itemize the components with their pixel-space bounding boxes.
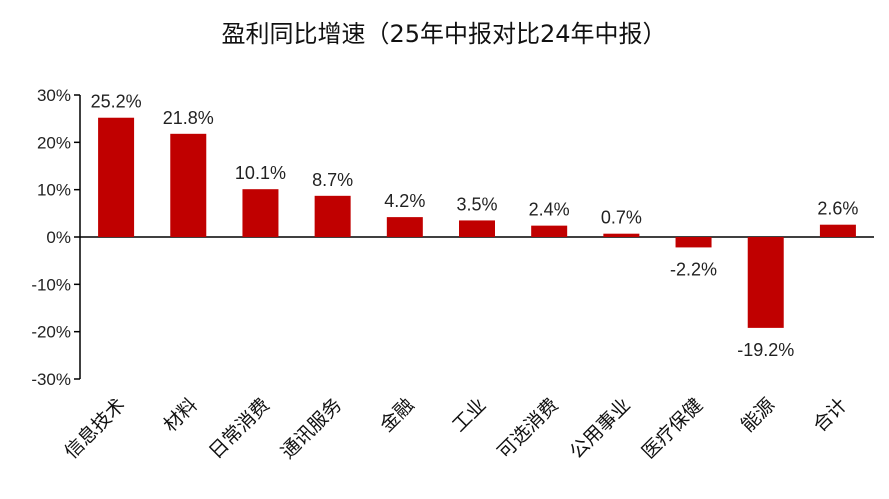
data-label: 0.7%: [601, 208, 642, 228]
y-tick-label: -20%: [31, 323, 71, 342]
category-label: 金融: [376, 394, 418, 436]
y-tick-label: 10%: [37, 181, 71, 200]
data-label: 25.2%: [91, 92, 142, 112]
y-tick-label: 0%: [46, 228, 71, 247]
axis-layer: 30% 20% 10% 0% -10% -20% -30%: [31, 86, 874, 389]
category-label: 日常消费: [205, 394, 274, 463]
bar: [675, 237, 712, 248]
data-label: 4.2%: [384, 191, 425, 211]
data-label: 2.6%: [817, 199, 858, 219]
bar: [98, 117, 135, 237]
bar: [170, 133, 207, 237]
category-label: 合计: [809, 394, 851, 436]
bars-layer: [98, 117, 856, 328]
data-label: 3.5%: [456, 194, 497, 214]
bar: [531, 225, 568, 237]
bar: [603, 233, 640, 237]
category-label: 信息技术: [60, 394, 129, 463]
data-label: -2.2%: [670, 259, 717, 279]
category-label: 工业: [448, 394, 490, 436]
y-tick-label: -10%: [31, 275, 71, 294]
category-label: 通讯服务: [277, 394, 346, 463]
category-label: 医疗保健: [638, 394, 707, 463]
chart-title: 盈利同比增速（25年中报对比24年中报）: [221, 20, 666, 48]
bar: [314, 195, 351, 237]
y-tick-label: -30%: [31, 370, 71, 389]
category-label: 材料: [159, 394, 201, 436]
category-label: 公用事业: [566, 394, 635, 463]
y-tick-label: 30%: [37, 86, 71, 105]
bar: [242, 189, 279, 237]
y-tick-label: 20%: [37, 133, 71, 152]
data-label: 2.4%: [529, 200, 570, 220]
category-label: 能源: [737, 394, 779, 436]
data-label: -19.2%: [737, 340, 794, 360]
category-label: 可选消费: [493, 394, 562, 463]
bar: [747, 237, 784, 328]
data-label: 10.1%: [235, 163, 286, 183]
category-labels-layer: 信息技术 材料 日常消费 通讯服务 金融 工业 可选消费 公用事业 医疗保健 能源 合计: [60, 394, 851, 463]
data-label: 8.7%: [312, 170, 353, 190]
bar: [386, 217, 423, 237]
data-labels-layer: 25.2% 21.8% 10.1% 8.7% 4.2% 3.5% 2.4% 0.7% -2.2%…: [91, 92, 859, 360]
bar: [819, 224, 856, 237]
data-label: 21.8%: [163, 108, 214, 128]
bar: [459, 220, 495, 237]
